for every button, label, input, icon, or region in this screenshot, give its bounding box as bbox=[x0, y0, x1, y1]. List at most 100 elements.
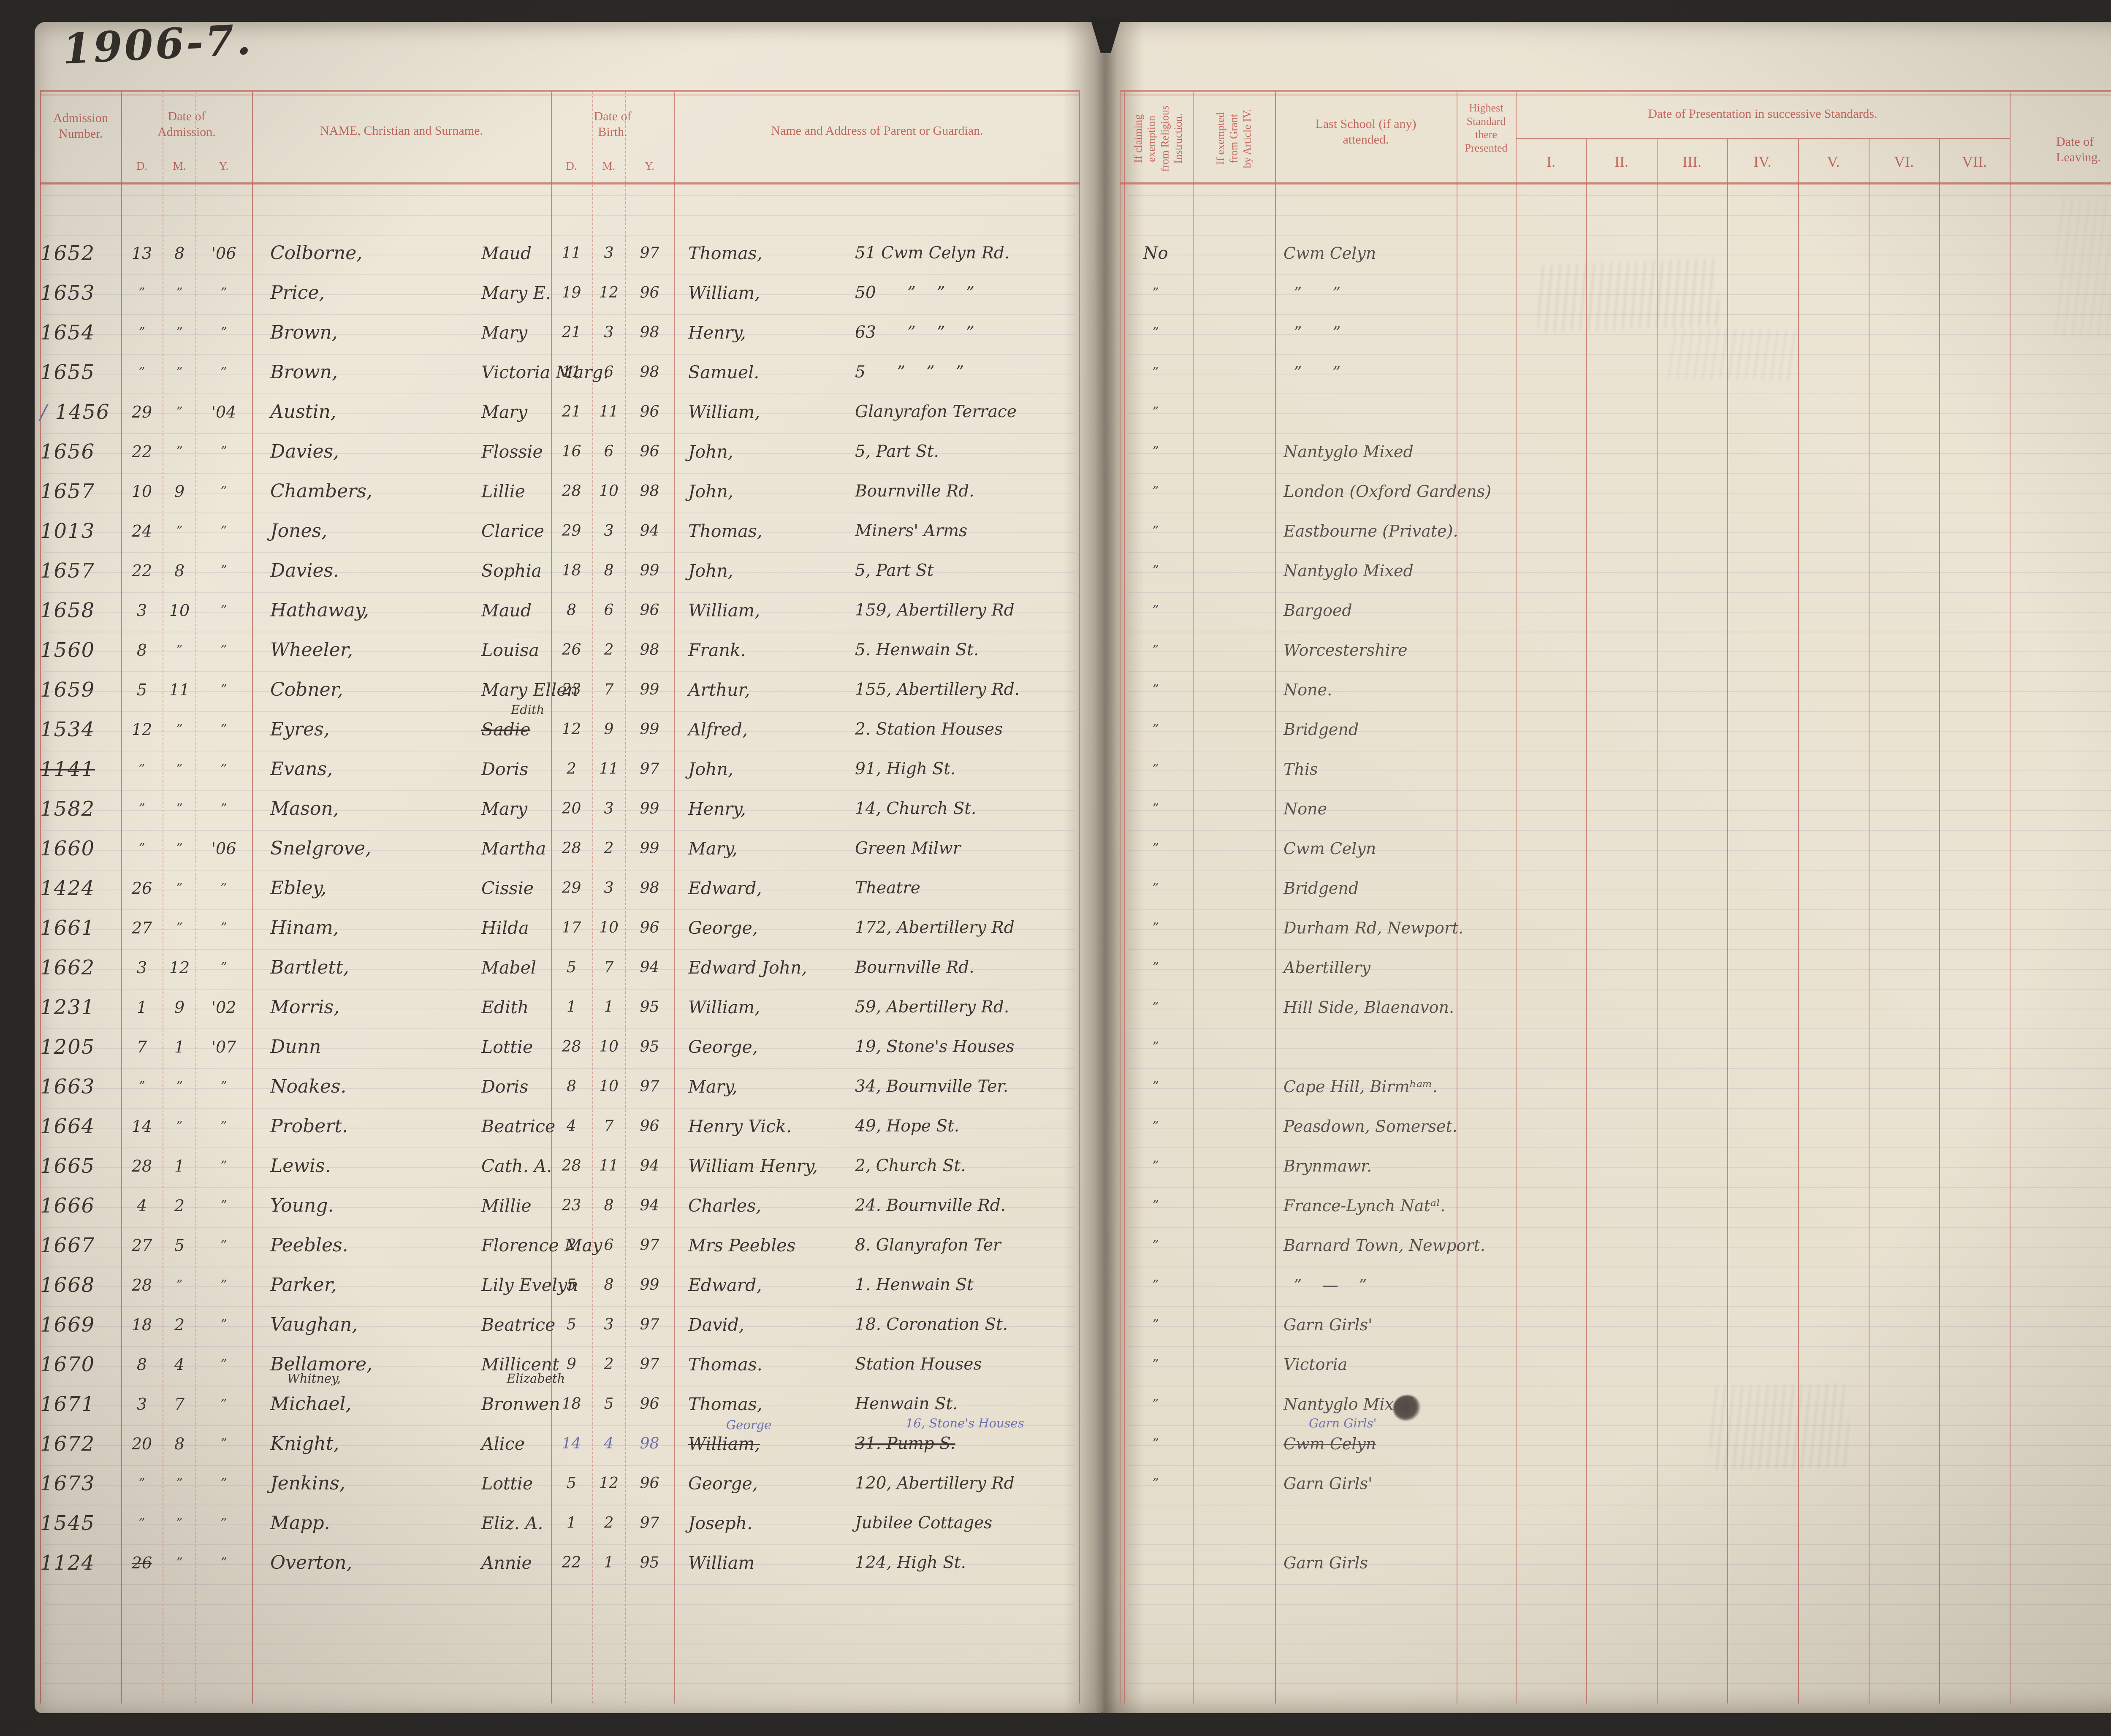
cell-birth-month: 1 bbox=[604, 1554, 614, 1571]
header-name: NAME, Christian and Surname. bbox=[320, 124, 483, 138]
cell-last-school: Bridgend bbox=[1283, 879, 1359, 898]
cell-admission-year: ” bbox=[220, 960, 227, 975]
cell-religious-exemption: ” bbox=[1152, 1397, 1159, 1411]
cell-birth-year: 96 bbox=[640, 919, 659, 936]
ledger-right-page bbox=[1103, 22, 2111, 1713]
cell-admission-month: 2 bbox=[174, 1316, 185, 1334]
register-row-11: 1560 8 ” ” Wheeler, Louisa 26 2 98 Frank. 5. Henwa… bbox=[0, 630, 2111, 670]
cell-surname: Mapp. bbox=[270, 1512, 330, 1534]
cell-religious-exemption: ” bbox=[1152, 1198, 1159, 1213]
cell-birth-year: 99 bbox=[640, 1276, 659, 1294]
cell-admission-year: ” bbox=[220, 1555, 227, 1570]
cell-admission-number: 1672 bbox=[40, 1432, 95, 1456]
cell-admission-year: ” bbox=[220, 1397, 227, 1411]
cell-admission-day: 5 bbox=[136, 681, 147, 699]
cell-admission-month: ” bbox=[176, 365, 183, 380]
cell-religious-exemption: ” bbox=[1152, 444, 1159, 459]
cell-parent-address: 1. Henwain St bbox=[855, 1275, 974, 1294]
cell-parent-name: Joseph. bbox=[688, 1513, 753, 1533]
cell-birth-day: 8 bbox=[567, 1078, 576, 1095]
cell-admission-day: 27 bbox=[131, 919, 152, 937]
cell-admission-month: 8 bbox=[174, 244, 185, 263]
cell-birth-day: 23 bbox=[562, 681, 581, 698]
cell-admission-day: 26 bbox=[131, 879, 152, 898]
cell-admission-day: 27 bbox=[131, 1236, 152, 1255]
header-admission-number: Admission Number. bbox=[53, 111, 109, 141]
header-standard-IV: IV. bbox=[1753, 153, 1772, 170]
cell-admission-month: ” bbox=[176, 444, 183, 459]
cell-birth-year: 96 bbox=[640, 602, 659, 619]
cell-parent-name: George, bbox=[688, 1037, 758, 1057]
cell-parent-name: Thomas, bbox=[688, 243, 762, 263]
grid-line bbox=[121, 92, 122, 1703]
cell-admission-year: ” bbox=[220, 365, 227, 380]
header-article-iv: If exempted from Grant by Article IV. bbox=[1214, 108, 1254, 168]
cell-birth-year: 99 bbox=[640, 562, 659, 579]
cell-last-school: This bbox=[1283, 760, 1318, 778]
cell-birth-month: 6 bbox=[604, 363, 614, 381]
cell-last-school: France-Lynch Natᵃˡ. bbox=[1283, 1196, 1446, 1215]
cell-forename: Millicent Elizabeth bbox=[481, 1354, 565, 1386]
cell-birth-day: 18 bbox=[562, 1395, 581, 1413]
cell-birth-day: 12 bbox=[562, 721, 581, 738]
cell-admission-day: 3 bbox=[136, 958, 147, 977]
grid-line bbox=[1120, 182, 2111, 184]
cell-parent-name: Edward, bbox=[688, 1275, 762, 1295]
cell-last-school: Brynmawr. bbox=[1283, 1157, 1372, 1175]
grid-line bbox=[674, 92, 675, 1703]
cell-forename: Annie bbox=[481, 1553, 532, 1573]
cell-parent-name: Thomas, bbox=[688, 1394, 762, 1414]
cell-birth-year: 99 bbox=[640, 681, 659, 698]
cell-forename: Maud bbox=[481, 243, 532, 263]
cell-admission-number: 1668 bbox=[40, 1273, 95, 1297]
register-row-20: 1231 1 9 '02 Morris, Edith 1 1 95 William, 59, Abe… bbox=[0, 987, 2111, 1027]
header-standard-VII: VII. bbox=[1962, 153, 1987, 170]
cell-parent-name: John, bbox=[688, 759, 733, 779]
cell-birth-day: 4 bbox=[567, 1118, 576, 1135]
cell-admission-day: 20 bbox=[131, 1435, 152, 1453]
cell-admission-day: 7 bbox=[136, 1038, 147, 1056]
cell-forename: Mary bbox=[481, 799, 528, 819]
cell-admission-year: ” bbox=[220, 762, 227, 776]
cell-birth-month: 10 bbox=[599, 1078, 619, 1095]
header-birth-dmy: M. bbox=[602, 160, 616, 172]
register-row-9: 1657 22 8 ” Davies. Sophia 18 8 99 John, 5, Part S… bbox=[0, 551, 2111, 591]
cell-parent-address: 49, Hope St. bbox=[855, 1117, 960, 1136]
cell-admission-day: ” bbox=[138, 801, 145, 816]
cell-forename: Cissie bbox=[481, 878, 534, 898]
cell-admission-number: 1666 bbox=[40, 1194, 95, 1218]
cell-parent-address: 19, Stone's Houses bbox=[855, 1037, 1015, 1056]
cell-admission-day: ” bbox=[138, 1079, 145, 1094]
cell-birth-month: 2 bbox=[604, 840, 614, 857]
cell-admission-year: ” bbox=[220, 1119, 227, 1134]
cell-religious-exemption: ” bbox=[1152, 960, 1159, 975]
cell-last-school: Victoria bbox=[1283, 1355, 1348, 1374]
cell-birth-day: 11 bbox=[562, 244, 581, 262]
cell-admission-day: 10 bbox=[131, 482, 152, 501]
cell-admission-year: '02 bbox=[211, 998, 236, 1017]
cell-religious-exemption: ” bbox=[1152, 603, 1159, 618]
cell-admission-day: ” bbox=[138, 1516, 145, 1530]
header-standard-V: V. bbox=[1827, 153, 1840, 170]
cell-birth-year: 96 bbox=[640, 1395, 659, 1413]
register-row-34: 1124 26 ” ” Overton, Annie 22 1 95 William 124, Hi… bbox=[0, 1543, 2111, 1583]
cell-forename: Doris bbox=[481, 1077, 529, 1097]
cell-birth-month: 1 bbox=[604, 998, 614, 1016]
cell-birth-month: 2 bbox=[604, 1514, 614, 1532]
cell-parent-name: William, bbox=[688, 402, 760, 422]
cell-last-school: Worcestershire bbox=[1283, 641, 1408, 659]
cell-birth-month: 3 bbox=[604, 879, 614, 897]
cell-admission-month: ” bbox=[176, 1555, 183, 1570]
header-presentation: Date of Presentation in successive Stand… bbox=[1648, 107, 1878, 121]
ghost-writing-smudge bbox=[1667, 328, 1795, 381]
cell-forename: Mary Ellen bbox=[481, 680, 578, 700]
cell-birth-year: 95 bbox=[640, 1038, 659, 1055]
cell-admission-number: 1534 bbox=[40, 718, 95, 741]
cell-admission-year: ” bbox=[220, 1357, 227, 1372]
header-last-school: Last School (if any) attended. bbox=[1315, 117, 1416, 146]
cell-admission-day: 3 bbox=[136, 601, 147, 620]
cell-admission-month: ” bbox=[176, 404, 183, 419]
cell-birth-year: 98 bbox=[640, 1435, 659, 1452]
cell-birth-day: 20 bbox=[562, 800, 581, 817]
